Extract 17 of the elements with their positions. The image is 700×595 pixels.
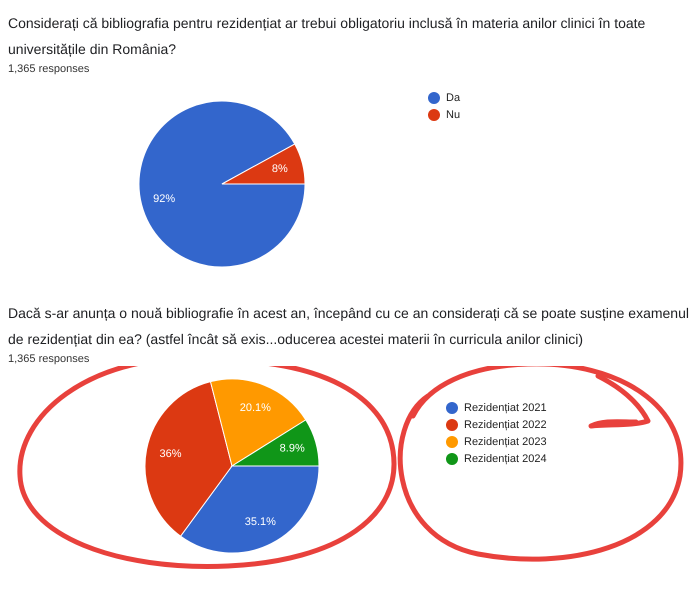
text: 1,365 responses (8, 352, 90, 366)
pie-slice (138, 100, 306, 268)
data-label: 8% (272, 163, 288, 176)
data-label: 92% (153, 192, 176, 205)
data-label: 20.1% (240, 402, 272, 414)
legend-label: Nu (446, 109, 460, 121)
legend-label: Rezidențiat 2024 (464, 453, 547, 465)
chart-title: Dacă s-ar anunța o nouă bibliografie în acest an, începând cu ce an considerați că se poate susține examenul de rezidențiat din ea? (astfel încât să exis...oducerea acestei materii în curricula anilor clinici) (8, 304, 690, 349)
legend-label: Rezidențiat 2023 (464, 436, 547, 448)
legend-label: Rezidențiat 2022 (464, 419, 547, 431)
data-label: 35.1% (244, 516, 276, 528)
legend-label: Da (446, 92, 461, 104)
data-label: 36% (159, 448, 182, 460)
chart-title: Considerați că bibliografia pentru rezidențiat ar trebui obligatoriu inclusă în materia anilor clinici în toate universitățile din România? (8, 14, 646, 59)
text: 1,365 responses (8, 62, 90, 76)
data-label: 8.9% (280, 442, 305, 455)
legend-label: Rezidențiat 2021 (464, 402, 547, 414)
